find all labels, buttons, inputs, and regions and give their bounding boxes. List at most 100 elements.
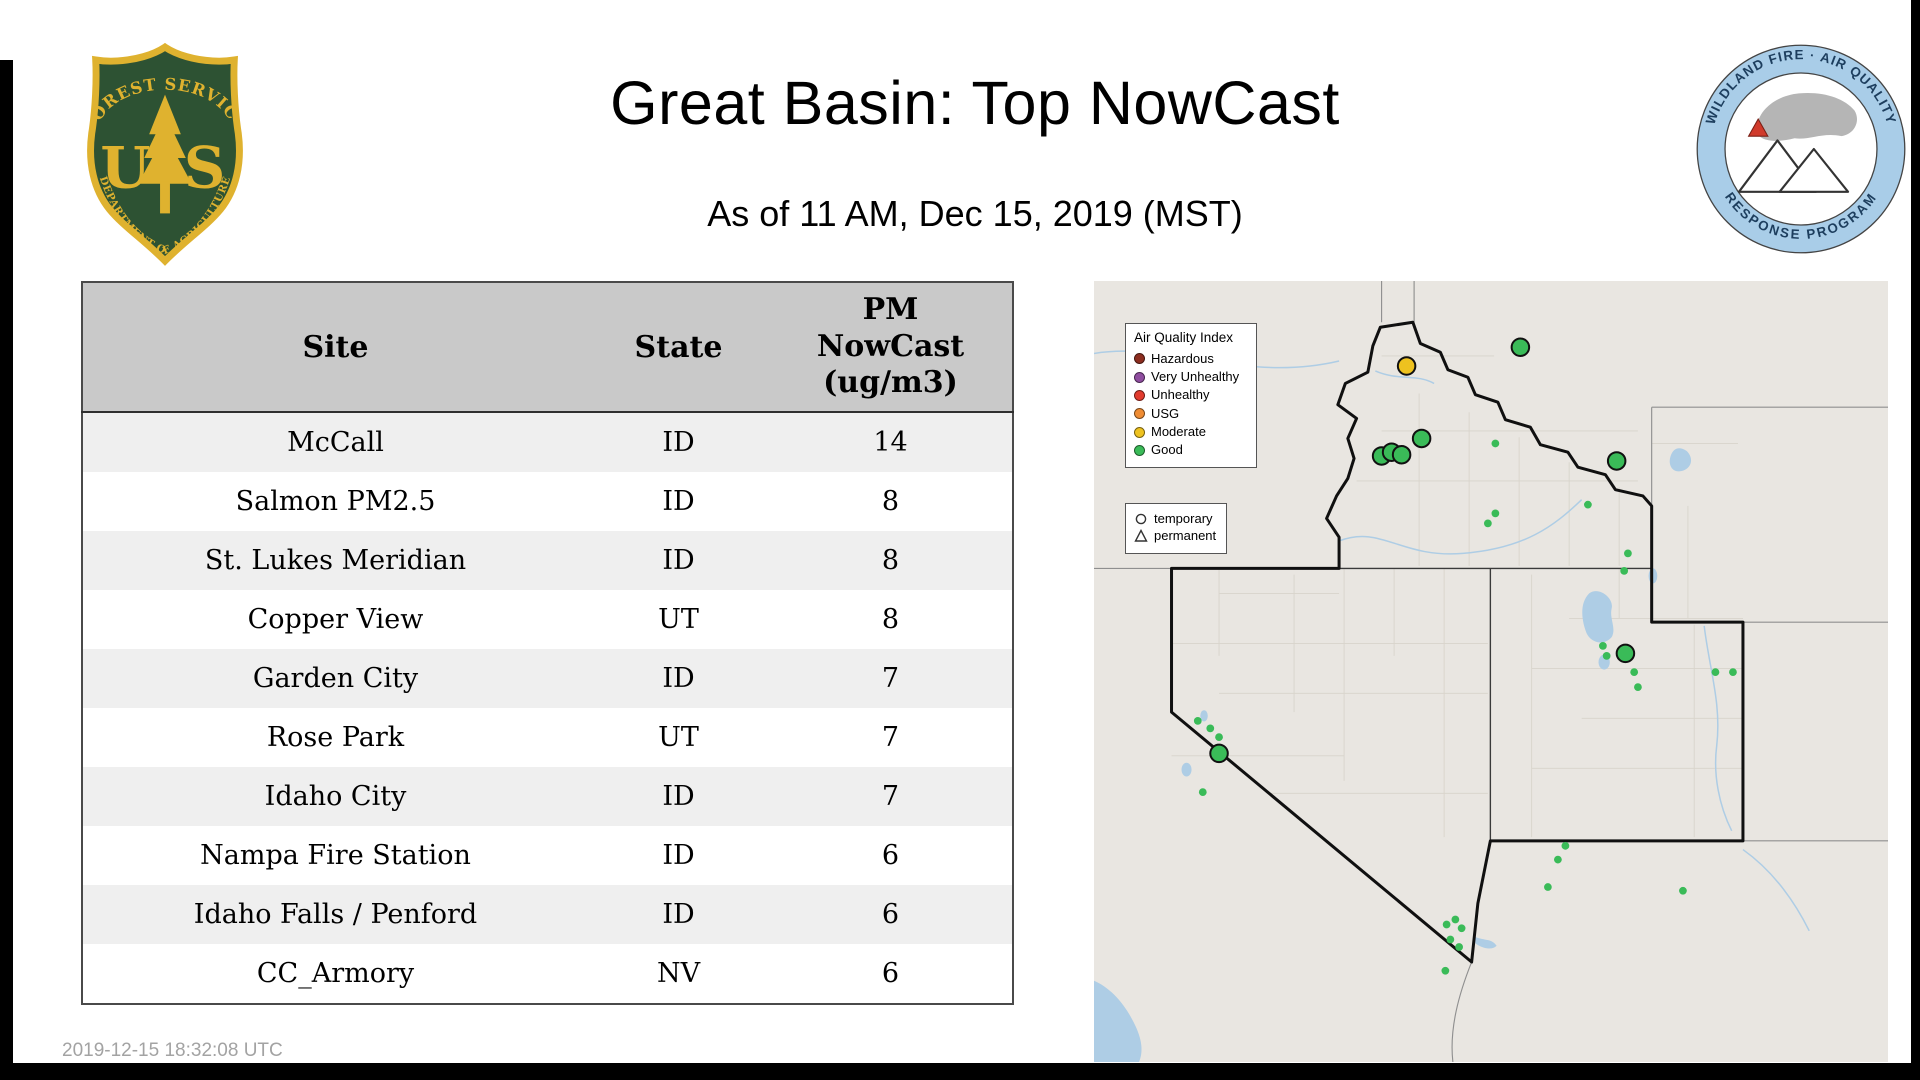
value-cell: 6 [881,958,900,989]
map: Air Quality Index Hazardous Very Unhealth… [1094,281,1888,1062]
permanent-legend-label: permanent [1154,528,1217,544]
monitor-dot-good [1455,943,1463,951]
temporary-monitors [1209,337,1636,764]
value-cell: 7 [881,781,900,812]
state-cell: UT [658,604,699,635]
forest-service-logo: FOREST SERVICE U S DEPARTMENT OF AGRICUL… [59,24,264,270]
frame-border-left [0,60,13,1080]
aqi-legend-label: Unhealthy [1151,387,1210,403]
monitor-dot-good [1554,855,1562,864]
state-cell: ID [662,663,695,694]
monitor-dot-good [1630,668,1639,676]
monitor-dot-good [1457,924,1466,933]
temporary-monitor-good [1510,337,1531,357]
state-cell: NV [656,958,701,989]
state-cell: ID [662,840,695,871]
aqi-legend-item: Moderate [1134,424,1248,440]
monitor-dot-good [1711,668,1720,676]
monitor-dot-good [1599,642,1607,650]
monitor-dot-good [1215,733,1223,741]
monitor-red-triangle-icon [1747,117,1769,137]
table-row: Salmon PM2.5 ID 8 [82,472,1013,531]
monitor-dot-good [1544,883,1552,891]
page-title: Great Basin: Top NowCast [610,69,1340,137]
frame-border-right [1911,0,1920,1080]
monitor-dot-good [1441,966,1450,975]
monitor-dot-good [1446,935,1455,944]
state-cell: ID [662,545,695,576]
table-row: McCall ID 14 [82,412,1013,472]
aqi-color-dot-icon [1134,444,1145,456]
value-cell: 7 [881,663,900,694]
site-cell: Nampa Fire Station [200,840,471,871]
col-header-site: Site [82,282,588,413]
monitor-dot-good [1620,567,1629,575]
col-header-state: State [588,282,769,413]
site-cell: McCall [287,427,384,458]
state-lines-inside [1339,567,1652,841]
table-row: Copper View UT 8 [82,590,1013,649]
aqi-legend-label: Very Unhealthy [1151,369,1240,385]
symbol-legend: temporary permanent [1125,503,1228,554]
aqi-color-dot-icon [1134,426,1145,438]
site-cell: Garden City [252,663,419,694]
monitor-dot-good [1442,920,1451,929]
aqi-legend-title: Air Quality Index [1134,330,1234,345]
mountains-icon [1737,139,1850,193]
table-row: Nampa Fire Station ID 6 [82,826,1013,885]
permanent-monitors [1193,439,1737,975]
aqi-legend-item: Unhealthy [1134,388,1248,402]
great-basin-region-shape [1756,92,1858,141]
table-header-row: Site State PM NowCast (ug/m3) [82,282,1013,413]
page-subtitle: As of 11 AM, Dec 15, 2019 (MST) [707,193,1243,235]
pine-tree-icon [138,94,192,214]
monitor-dot-good [1491,439,1500,448]
state-cell: ID [662,899,695,930]
temporary-monitor-good [1391,444,1412,465]
timestamp: 2019-12-15 18:32:08 UTC [62,1040,283,1061]
aqi-legend-item: USG [1134,405,1248,421]
header-titles: Great Basin: Top NowCast As of 11 AM, De… [300,69,1650,235]
aqi-legend-label: Good [1151,442,1183,458]
monitor-dot-good [1206,724,1215,733]
site-cell: Salmon PM2.5 [235,486,436,517]
monitor-dot-good [1602,652,1611,660]
table-row: Idaho City ID 7 [82,767,1013,826]
site-cell: St. Lukes Meridian [204,545,467,576]
permanent-marker-icon [1134,529,1148,543]
value-cell: 14 [873,427,908,458]
wfaqrp-logo-icon: WILDLAND FIRE · AIR QUALITY RESPONSE PRO… [1696,44,1906,254]
state-cell: ID [662,427,695,458]
monitor-dot-good [1584,500,1592,509]
fs-monogram-u: U [100,134,150,202]
value-cell: 8 [881,486,900,517]
monitor-dot-good [1483,519,1492,528]
table-row: St. Lukes Meridian ID 8 [82,531,1013,590]
table-row: Garden City ID 7 [82,649,1013,708]
aqi-legend-label: USG [1151,405,1180,421]
state-cell: UT [658,722,699,753]
value-cell: 7 [881,722,900,753]
state-cell: ID [662,781,695,812]
monitor-dot-good [1624,549,1632,558]
temporary-monitor-moderate [1396,356,1417,376]
aqi-color-dot-icon [1134,371,1145,383]
permanent-legend-row: permanent [1134,528,1217,544]
aqi-legend-item: Good [1134,443,1248,457]
aqi-color-dot-icon [1134,353,1145,365]
monitor-dot-good [1679,886,1687,895]
table-row: Idaho Falls / Penford ID 6 [82,885,1013,944]
site-cell: Rose Park [266,722,405,753]
monitor-dot-good [1561,841,1570,850]
temporary-monitor-good [1209,743,1229,764]
forest-service-shield-icon: FOREST SERVICE U S DEPARTMENT OF AGRICUL… [59,24,243,266]
aqi-legend-label: Moderate [1151,424,1206,440]
value-cell: 6 [881,840,900,871]
site-cell: Idaho City [264,781,407,812]
state-lines-outside [1094,281,1888,1062]
county-lines [1171,355,1743,838]
frame-border-bottom [0,1063,1920,1080]
aqi-legend: Air Quality Index Hazardous Very Unhealth… [1125,323,1257,468]
aqi-legend-item: Hazardous [1134,351,1248,366]
monitor-dot-good [1729,668,1737,676]
